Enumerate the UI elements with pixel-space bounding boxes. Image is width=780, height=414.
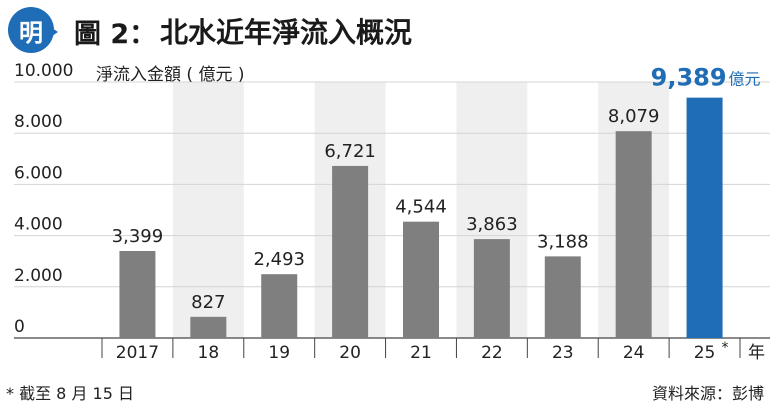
y-tick-label: 6.000 bbox=[14, 163, 63, 183]
x-tick-label: 20 bbox=[339, 343, 361, 363]
figure-label: 圖 2： bbox=[74, 19, 157, 50]
bar bbox=[190, 316, 227, 338]
unit-label: 億元 bbox=[729, 70, 761, 89]
y-tick-label: 0 bbox=[14, 317, 25, 337]
x-tick-label: 19 bbox=[268, 343, 290, 363]
x-tick-label: 23 bbox=[552, 343, 574, 363]
bar-value-label: 827 bbox=[191, 292, 225, 313]
chart-title: 北水近年淨流入概況 bbox=[160, 16, 413, 49]
background-band bbox=[172, 82, 244, 338]
bar-highlight bbox=[686, 97, 723, 338]
x-tick-label: 22 bbox=[481, 343, 503, 363]
source-credit: 資料來源：彭博 bbox=[651, 384, 764, 403]
bar-value-label: 3,863 bbox=[466, 214, 518, 235]
bar-value-label: 6,721 bbox=[324, 141, 376, 162]
y-tick-label: 2.000 bbox=[14, 266, 63, 286]
x-tick-label: 24 bbox=[623, 343, 645, 363]
bar bbox=[332, 165, 369, 338]
bar-value-label: 2,493 bbox=[253, 249, 305, 270]
y-tick-label: 4.000 bbox=[14, 215, 63, 235]
bar-value-label: 4,544 bbox=[395, 197, 447, 218]
y-tick-label: 8.000 bbox=[14, 112, 63, 132]
logo-char: 明 bbox=[19, 17, 43, 47]
y-tick-label: 10.000 bbox=[14, 61, 73, 81]
bar bbox=[403, 221, 439, 338]
bar-chart: 0 2.000 4.000 6.000 8.000 10.000 淨流入金額 ( 億元 ) 3… bbox=[14, 61, 770, 363]
x-axis-title: 年 bbox=[748, 343, 765, 363]
bar bbox=[261, 274, 298, 338]
bar bbox=[473, 239, 510, 338]
logo-pointer-icon bbox=[46, 24, 58, 40]
bar bbox=[544, 256, 581, 338]
chart-header: 明 圖 2： 北水近年淨流入概況 bbox=[0, 0, 780, 60]
bar-value-label: 3,399 bbox=[112, 226, 164, 247]
y-axis-title: 淨流入金額 ( 億元 ) bbox=[96, 65, 244, 85]
bar-value-label: 8,079 bbox=[608, 106, 660, 127]
bar bbox=[119, 250, 156, 338]
footnote: * 截至 8 月 15 日 bbox=[6, 384, 134, 403]
x-tick-label: 25 bbox=[694, 343, 716, 363]
x-tick-label: 21 bbox=[410, 343, 432, 363]
x-tick-label: 18 bbox=[198, 343, 220, 363]
bar bbox=[615, 131, 652, 338]
footnote-marker: * bbox=[722, 340, 729, 356]
bar-value-label: 3,188 bbox=[537, 231, 589, 252]
bar-value-label: 9,389 bbox=[651, 64, 727, 92]
x-tick-label: 2017 bbox=[116, 343, 159, 363]
